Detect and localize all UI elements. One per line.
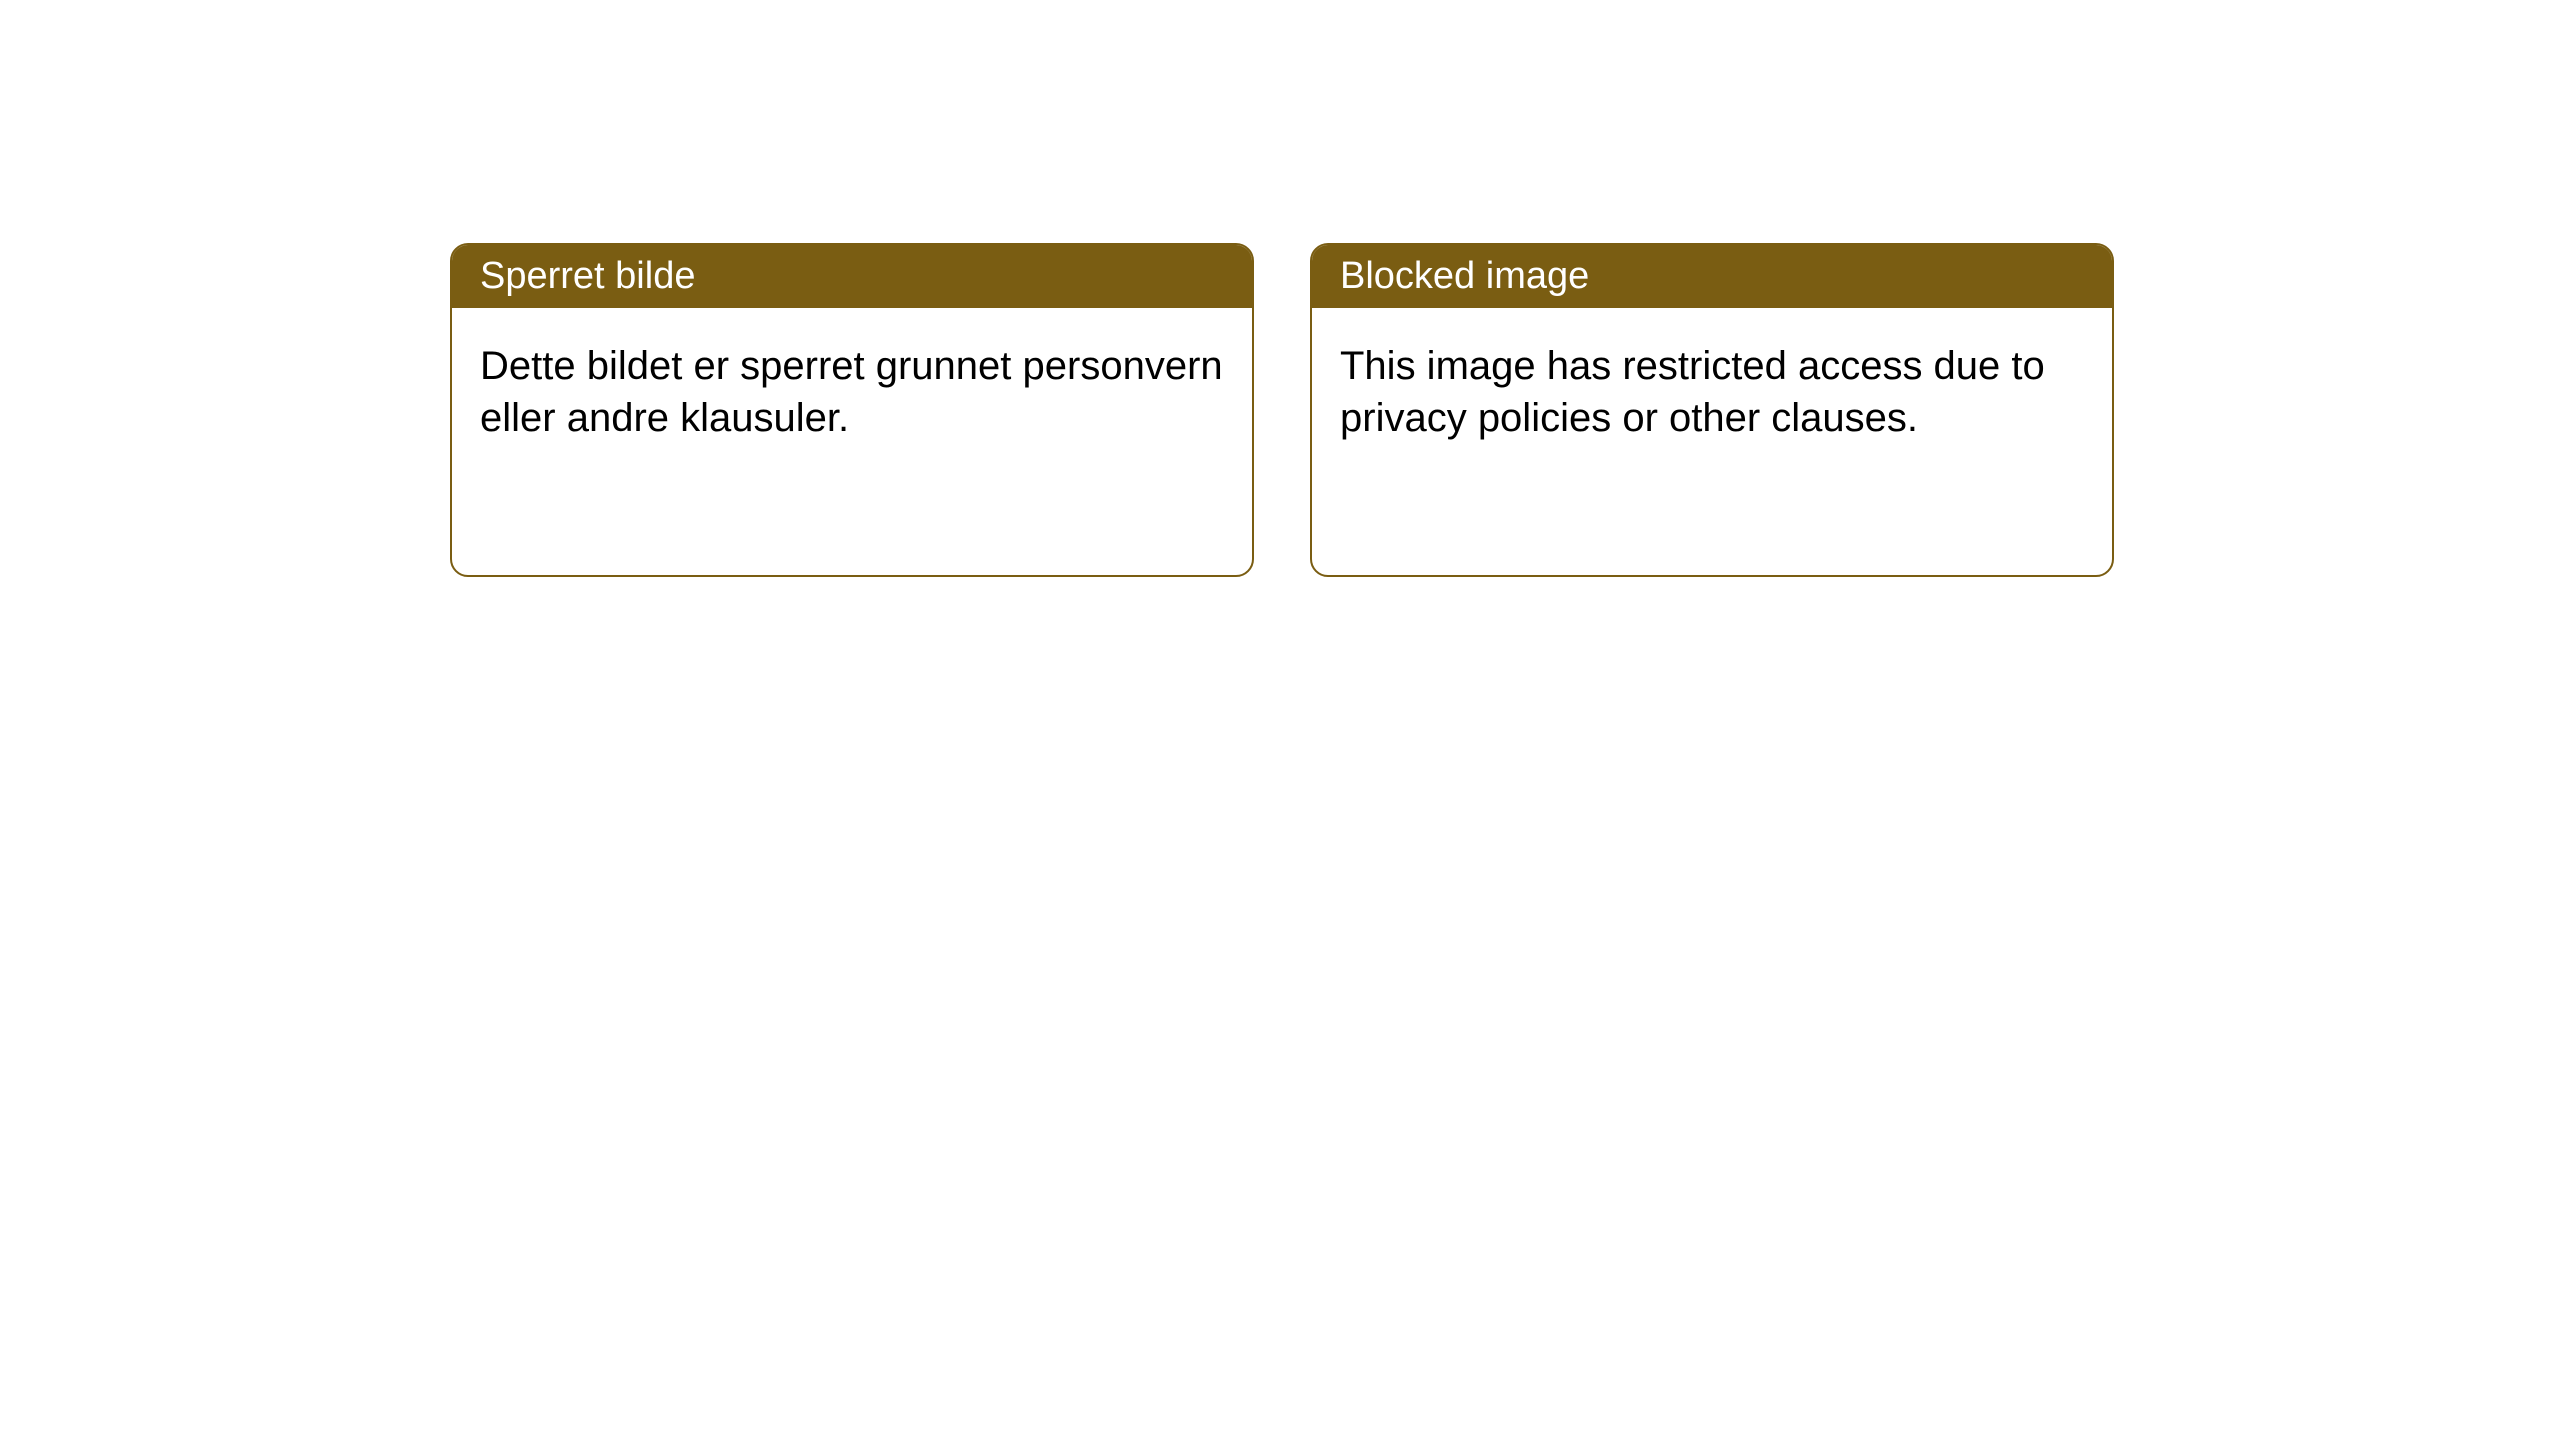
notice-title-english: Blocked image [1312,245,2112,308]
notice-body-english: This image has restricted access due to … [1312,308,2112,476]
notice-card-english: Blocked image This image has restricted … [1310,243,2114,577]
notice-card-norwegian: Sperret bilde Dette bildet er sperret gr… [450,243,1254,577]
notice-container: Sperret bilde Dette bildet er sperret gr… [0,0,2560,577]
notice-title-norwegian: Sperret bilde [452,245,1252,308]
notice-body-norwegian: Dette bildet er sperret grunnet personve… [452,308,1252,476]
